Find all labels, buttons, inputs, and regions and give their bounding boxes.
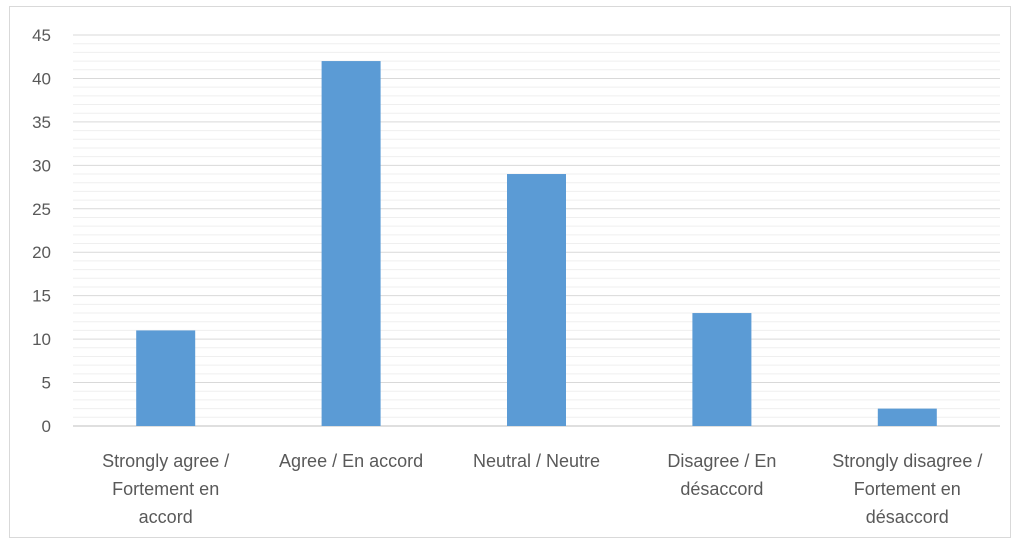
y-tick-label: 45 <box>32 26 51 45</box>
x-category-label-line: Fortement en <box>854 479 961 499</box>
x-category-label-line: Strongly agree / <box>102 451 229 471</box>
bar <box>322 61 381 426</box>
x-category-label: Strongly agree / Fortement en accord <box>102 451 229 527</box>
x-category-label-line: désaccord <box>680 479 763 499</box>
x-category-label-line: Agree / En accord <box>279 451 423 471</box>
x-category-label-line: Fortement en <box>112 479 219 499</box>
x-axis-category-labels: Strongly agree / Fortement en accord Agree … <box>102 451 982 527</box>
y-tick-label: 30 <box>32 156 51 175</box>
y-axis-tick-labels: 0 5 10 15 20 25 30 35 40 45 <box>32 26 51 436</box>
x-category-label-line: Disagree / En <box>667 451 776 471</box>
bar <box>507 174 566 426</box>
y-tick-label: 5 <box>42 374 51 393</box>
y-tick-label: 35 <box>32 113 51 132</box>
bar <box>878 409 937 426</box>
y-tick-label: 25 <box>32 200 51 219</box>
y-tick-label: 20 <box>32 243 51 262</box>
y-tick-label: 40 <box>32 69 51 88</box>
x-category-label-line: désaccord <box>866 507 949 527</box>
x-category-label-line: Neutral / Neutre <box>473 451 600 471</box>
y-tick-label: 0 <box>42 417 51 436</box>
x-category-label: Strongly disagree / Fortement en désaccord <box>832 451 982 527</box>
x-category-label: Neutral / Neutre <box>473 451 600 471</box>
y-tick-label: 15 <box>32 287 51 306</box>
bar <box>136 330 195 426</box>
x-category-label: Disagree / En désaccord <box>667 451 776 499</box>
x-category-label-line: accord <box>139 507 193 527</box>
bar <box>692 313 751 426</box>
x-category-label-line: Strongly disagree / <box>832 451 982 471</box>
x-category-label: Agree / En accord <box>279 451 423 471</box>
y-tick-label: 10 <box>32 330 51 349</box>
